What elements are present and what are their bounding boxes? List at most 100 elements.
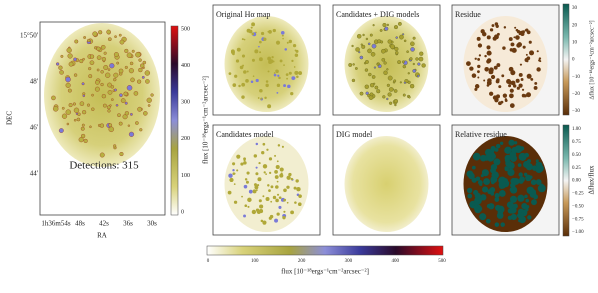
source [510,80,516,86]
panel-title: Relative residue [455,130,507,139]
source [140,63,145,68]
source [262,220,267,225]
source [359,55,364,60]
source [408,96,411,99]
source [268,189,271,192]
source [129,112,133,116]
source [275,69,278,73]
source [101,57,107,62]
source [228,72,232,75]
source [506,79,512,84]
source [124,48,129,53]
source [228,173,233,178]
source [133,91,139,96]
source [79,101,85,106]
source [252,189,257,194]
source [272,28,276,33]
source [526,56,531,61]
source [387,92,392,97]
source [394,46,399,52]
source [486,203,492,209]
panel-frame [451,4,560,116]
source [493,65,498,70]
source [82,94,86,98]
source [108,126,114,133]
source [495,143,501,149]
colorbar [170,25,179,216]
source [243,161,247,165]
source [383,70,388,75]
source [524,29,527,32]
source [483,178,491,186]
source [91,107,95,111]
source [115,104,119,107]
colorbar-tick-label: 0.50 [572,153,581,158]
source [144,70,151,76]
source [508,37,513,42]
source [232,172,236,175]
source [502,46,506,50]
source [277,74,280,77]
source [529,175,533,179]
source [91,93,94,97]
source [376,63,379,66]
source [75,112,79,115]
source [504,157,510,163]
source [531,199,537,206]
source [236,169,239,172]
source [390,44,395,50]
source [508,139,515,146]
source [67,53,73,59]
source [517,194,525,202]
source [514,26,517,29]
source [518,72,523,77]
source [291,59,294,62]
source [131,49,135,53]
source [255,166,258,169]
source [480,29,485,34]
source [95,80,100,85]
source [510,177,517,185]
source [399,81,402,84]
source [258,45,260,48]
source [263,37,267,41]
source [103,65,109,70]
source [386,97,389,101]
source [262,142,266,146]
source [242,64,245,67]
source [265,196,270,201]
source [409,57,413,61]
panel-frame [451,124,560,236]
source [519,176,526,183]
x-tick-label: 1h36m54s [41,220,70,228]
source [530,179,537,186]
source [281,34,284,37]
source [245,180,249,184]
source [99,152,105,158]
source [529,189,537,196]
source [238,84,241,88]
source [490,145,496,152]
source [489,91,494,96]
source [96,68,100,72]
source [270,200,273,203]
source [536,50,539,53]
panel-title: DIG model [336,130,373,139]
source [135,51,141,58]
source [66,47,72,53]
source [419,51,424,56]
source [286,77,288,80]
colorbar-tick-label: 500 [438,259,446,264]
source [511,47,517,53]
source [52,106,59,112]
source [371,43,377,49]
source [73,118,77,122]
source [388,87,394,92]
colorbar-tick-label: 100 [251,259,259,264]
source [504,146,512,154]
source [137,106,143,112]
source [509,103,515,108]
x-tick-label: 36s [123,220,133,228]
source [92,31,98,37]
